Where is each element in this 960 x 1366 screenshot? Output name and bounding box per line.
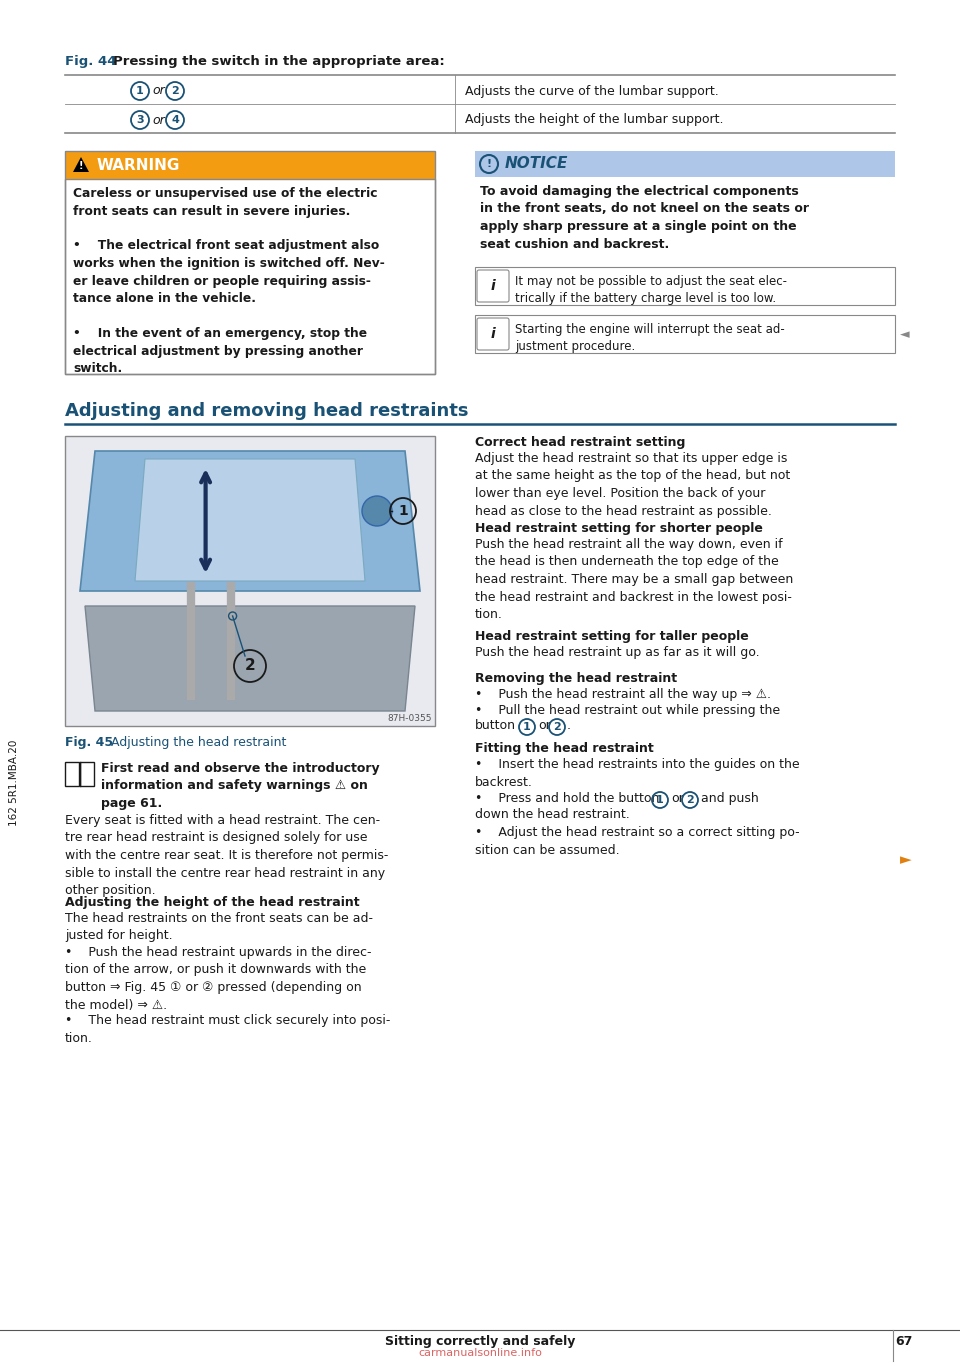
Text: Adjusts the height of the lumbar support.: Adjusts the height of the lumbar support…: [465, 113, 724, 127]
Text: i: i: [491, 279, 495, 292]
Text: 67: 67: [895, 1335, 912, 1348]
Text: Starting the engine will interrupt the seat ad-
justment procedure.: Starting the engine will interrupt the s…: [515, 322, 784, 352]
Text: or: or: [671, 792, 684, 805]
Text: 3: 3: [136, 115, 144, 126]
Text: Adjusts the curve of the lumbar support.: Adjusts the curve of the lumbar support.: [465, 85, 719, 97]
Text: Fitting the head restraint: Fitting the head restraint: [475, 742, 654, 755]
Text: 2: 2: [686, 795, 694, 805]
FancyBboxPatch shape: [65, 762, 79, 785]
Text: •    Pull the head restraint out while pressing the: • Pull the head restraint out while pres…: [475, 703, 780, 717]
FancyBboxPatch shape: [475, 152, 895, 178]
Text: •    Push the head restraint all the way up ⇒ ⚠.: • Push the head restraint all the way up…: [475, 688, 771, 701]
Text: Every seat is fitted with a head restraint. The cen-
tre rear head restraint is : Every seat is fitted with a head restrai…: [65, 814, 389, 897]
Text: •    The head restraint must click securely into posi-
tion.: • The head restraint must click securely…: [65, 1014, 391, 1045]
Text: WARNING: WARNING: [97, 157, 180, 172]
FancyBboxPatch shape: [475, 266, 895, 305]
FancyBboxPatch shape: [477, 270, 509, 302]
Text: 87H-0355: 87H-0355: [388, 714, 432, 723]
Polygon shape: [80, 451, 420, 591]
Text: Adjusting the head restraint: Adjusting the head restraint: [111, 736, 286, 749]
Text: To avoid damaging the electrical components
in the front seats, do not kneel on : To avoid damaging the electrical compone…: [480, 184, 809, 250]
Polygon shape: [85, 607, 415, 710]
Text: or: or: [538, 719, 551, 732]
Text: Fig. 44: Fig. 44: [65, 55, 116, 68]
Text: First read and observe the introductory
information and safety warnings ⚠ on
pag: First read and observe the introductory …: [101, 762, 379, 810]
FancyBboxPatch shape: [80, 762, 94, 785]
Circle shape: [362, 496, 392, 526]
Text: 2: 2: [245, 658, 255, 673]
Text: Careless or unsupervised use of the electric
front seats can result in severe in: Careless or unsupervised use of the elec…: [73, 187, 385, 376]
Text: 162 5R1.MBA.20: 162 5R1.MBA.20: [9, 740, 19, 826]
FancyBboxPatch shape: [65, 436, 435, 725]
Polygon shape: [135, 459, 365, 581]
Text: 1: 1: [523, 723, 531, 732]
Text: 4: 4: [171, 115, 179, 126]
Text: •    Push the head restraint upwards in the direc-
tion of the arrow, or push it: • Push the head restraint upwards in the…: [65, 947, 372, 1011]
Text: Head restraint setting for taller people: Head restraint setting for taller people: [475, 630, 749, 643]
Text: and push: and push: [701, 792, 758, 805]
Text: Push the head restraint up as far as it will go.: Push the head restraint up as far as it …: [475, 646, 759, 658]
Text: The head restraints on the front seats can be ad-
justed for height.: The head restraints on the front seats c…: [65, 912, 373, 943]
Text: i: i: [491, 326, 495, 342]
Text: ►: ►: [900, 852, 912, 867]
Text: .: .: [567, 719, 571, 732]
Text: or: or: [152, 85, 165, 97]
Text: Adjust the head restraint so that its upper edge is
at the same height as the to: Adjust the head restraint so that its up…: [475, 452, 790, 518]
FancyBboxPatch shape: [65, 179, 435, 374]
Text: Head restraint setting for shorter people: Head restraint setting for shorter peopl…: [475, 522, 763, 535]
Text: •    Press and hold the button: • Press and hold the button: [475, 792, 660, 805]
Text: ◄: ◄: [900, 328, 910, 342]
Text: !: !: [487, 158, 492, 169]
Text: Correct head restraint setting: Correct head restraint setting: [475, 436, 685, 449]
FancyBboxPatch shape: [475, 316, 895, 352]
Text: !: !: [79, 161, 84, 171]
Text: down the head restraint.: down the head restraint.: [475, 809, 630, 821]
Text: or: or: [152, 113, 165, 127]
Text: Adjusting the height of the head restraint: Adjusting the height of the head restrai…: [65, 896, 360, 908]
Text: carmanualsonline.info: carmanualsonline.info: [418, 1348, 542, 1358]
Text: 1: 1: [656, 795, 664, 805]
FancyBboxPatch shape: [477, 318, 509, 350]
Text: 1: 1: [136, 86, 144, 96]
Text: 1: 1: [398, 504, 408, 518]
Text: Adjusting and removing head restraints: Adjusting and removing head restraints: [65, 402, 468, 419]
Text: 2: 2: [171, 86, 179, 96]
Text: It may not be possible to adjust the seat elec-
trically if the battery charge l: It may not be possible to adjust the sea…: [515, 275, 787, 305]
Text: 2: 2: [553, 723, 561, 732]
Text: •    Adjust the head restraint so a correct sitting po-
sition can be assumed.: • Adjust the head restraint so a correct…: [475, 826, 800, 856]
Text: •    Insert the head restraints into the guides on the
backrest.: • Insert the head restraints into the gu…: [475, 758, 800, 788]
Text: Push the head restraint all the way down, even if
the head is then underneath th: Push the head restraint all the way down…: [475, 538, 793, 622]
Text: Pressing the switch in the appropriate area:: Pressing the switch in the appropriate a…: [113, 55, 444, 68]
Text: Fig. 45: Fig. 45: [65, 736, 113, 749]
Text: NOTICE: NOTICE: [505, 157, 568, 172]
FancyBboxPatch shape: [65, 152, 435, 179]
Text: button: button: [475, 719, 516, 732]
Text: Sitting correctly and safely: Sitting correctly and safely: [385, 1335, 575, 1348]
Polygon shape: [73, 157, 89, 172]
Text: Removing the head restraint: Removing the head restraint: [475, 672, 677, 684]
